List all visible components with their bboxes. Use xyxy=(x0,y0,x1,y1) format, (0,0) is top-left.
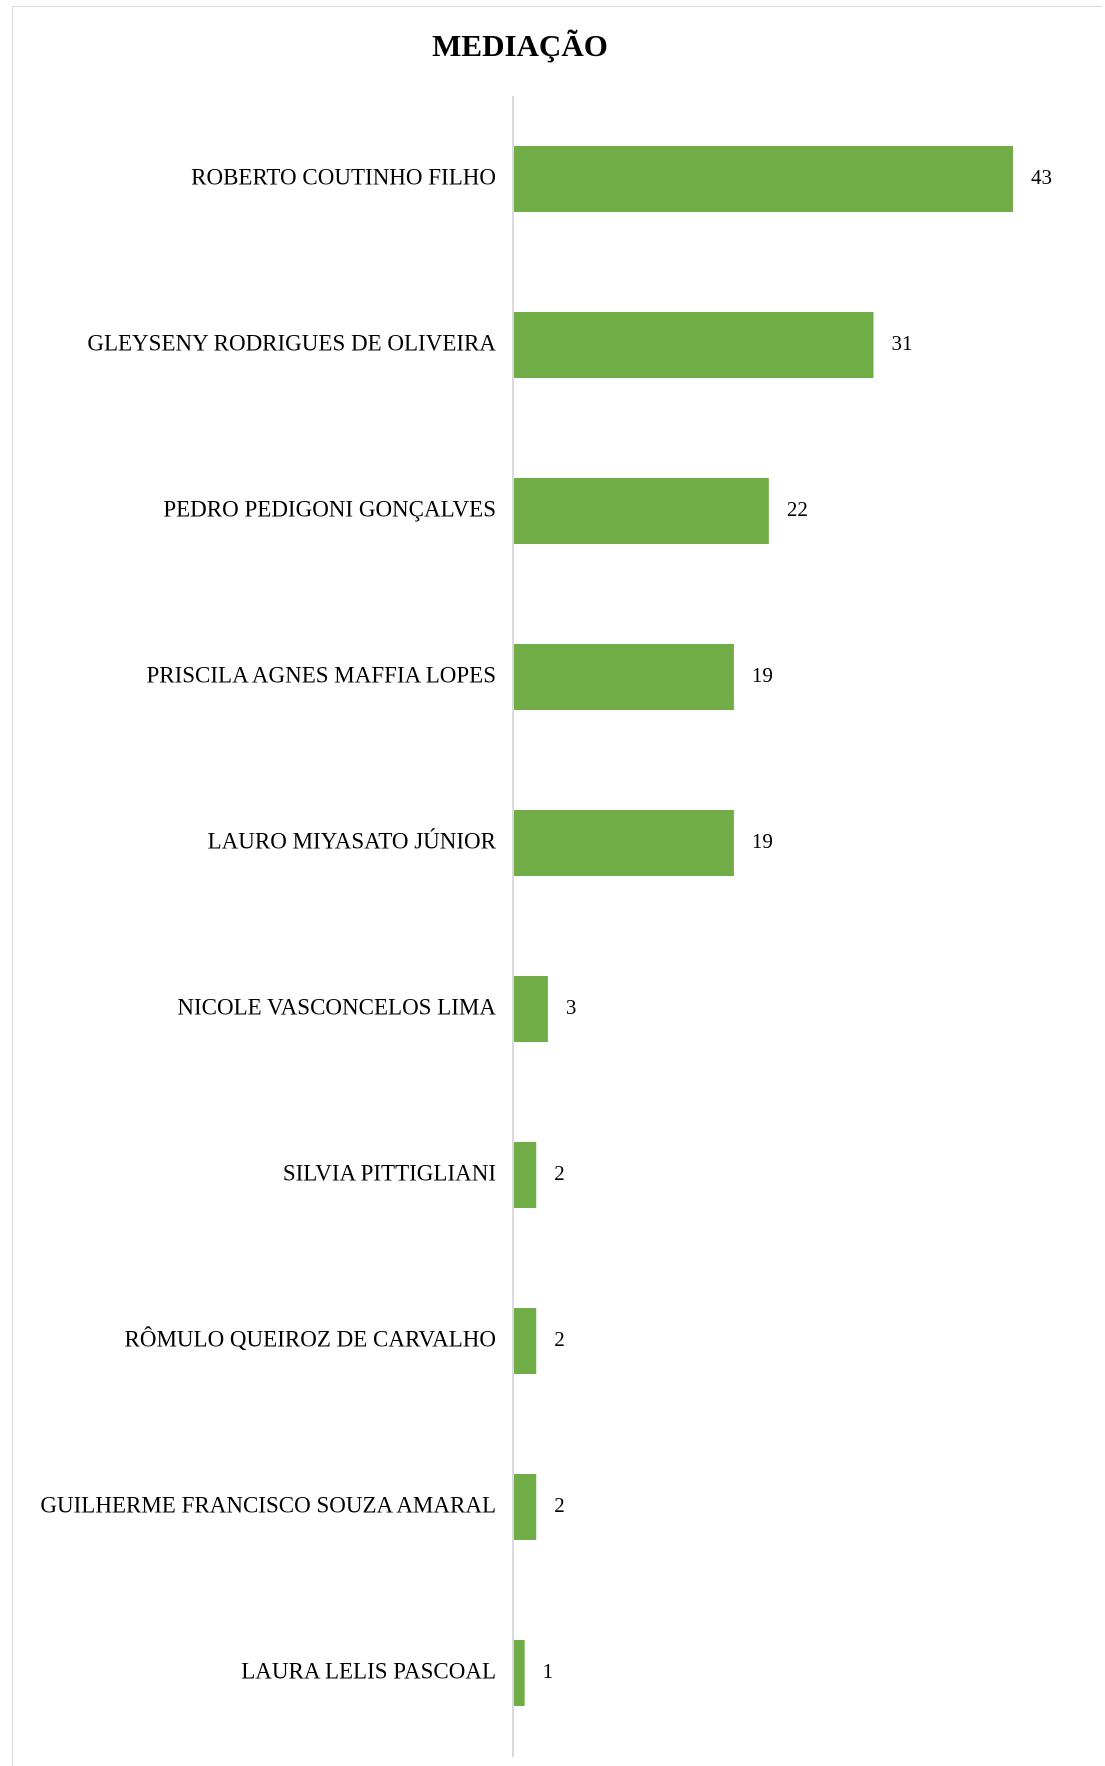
value-label: 2 xyxy=(554,1493,565,1517)
value-label: 2 xyxy=(554,1327,565,1351)
bar xyxy=(513,644,734,710)
value-label: 1 xyxy=(543,1659,554,1683)
category-label: LAURA LELIS PASCOAL xyxy=(241,1658,496,1683)
value-label: 2 xyxy=(554,1161,565,1185)
category-label: PEDRO PEDIGONI GONÇALVES xyxy=(163,496,496,521)
category-label: LAURO MIYASATO JÚNIOR xyxy=(208,827,497,853)
value-label: 19 xyxy=(752,663,773,687)
bar xyxy=(513,976,548,1042)
bar xyxy=(513,146,1013,212)
bar xyxy=(513,1640,525,1706)
value-label: 31 xyxy=(891,331,912,355)
bar xyxy=(513,810,734,876)
bar xyxy=(513,1474,537,1540)
category-label: SILVIA PITTIGLIANI xyxy=(283,1160,496,1185)
value-label: 22 xyxy=(787,497,808,521)
chart-frame xyxy=(12,6,1102,1766)
category-label: ROBERTO COUTINHO FILHO xyxy=(191,164,496,189)
category-label: NICOLE VASCONCELOS LIMA xyxy=(177,994,496,1019)
value-label: 3 xyxy=(566,995,577,1019)
bar xyxy=(513,478,769,544)
category-label: GLEYSENY RODRIGUES DE OLIVEIRA xyxy=(87,330,496,355)
category-label: RÔMULO QUEIROZ DE CARVALHO xyxy=(125,1325,496,1351)
value-label: 43 xyxy=(1031,165,1052,189)
labels-layer: ROBERTO COUTINHO FILHO 43 GLEYSENY RODRIGU… xyxy=(40,164,1052,1683)
category-label: PRISCILA AGNES MAFFIA LOPES xyxy=(146,662,496,687)
bar xyxy=(513,312,874,378)
chart-title: MEDIAÇÃO xyxy=(432,28,608,63)
bar xyxy=(513,1142,537,1208)
value-label: 19 xyxy=(752,829,773,853)
bars-layer xyxy=(513,146,1013,1706)
bar xyxy=(513,1308,537,1374)
category-label: GUILHERME FRANCISCO SOUZA AMARAL xyxy=(40,1492,496,1517)
